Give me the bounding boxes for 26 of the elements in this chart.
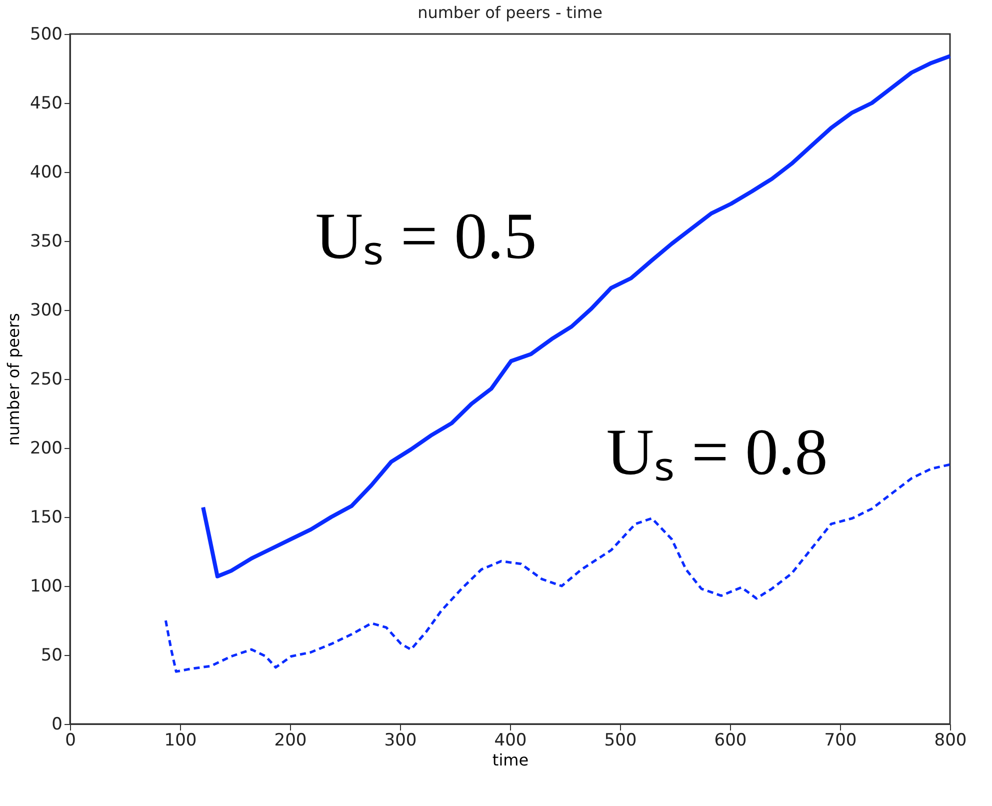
y-tick-label: 100 [30,576,62,596]
y-tick-label: 450 [30,94,62,114]
x-tick-label: 500 [604,730,637,750]
y-tick-label: 300 [30,300,62,320]
x-tick-label: 600 [714,730,747,750]
x-tick-label: 400 [494,730,527,750]
x-tick-label: 800 [934,730,967,750]
y-tick-label: 0 [52,714,62,734]
x-tick-label: 0 [65,730,76,750]
x-tick-label: 300 [384,730,417,750]
y-tick-label: 400 [30,162,62,182]
y-tick-label: 50 [40,646,62,666]
y-tick-label: 250 [30,370,62,390]
y-tick-label: 500 [30,24,62,44]
x-tick-label: 200 [274,730,307,750]
annotation: Uₛ = 0.8 [606,416,828,489]
x-tick-label: 700 [824,730,857,750]
x-axis-title: time [492,750,529,770]
x-tick-label: 100 [164,730,197,750]
y-tick-label: 200 [30,438,62,458]
y-axis-title: number of peers [4,313,24,446]
chart-title: number of peers - time [418,3,602,22]
y-tick-label: 350 [30,232,62,252]
annotation: Uₛ = 0.5 [315,200,537,273]
y-tick-label: 150 [30,508,62,528]
line-series [201,54,952,578]
